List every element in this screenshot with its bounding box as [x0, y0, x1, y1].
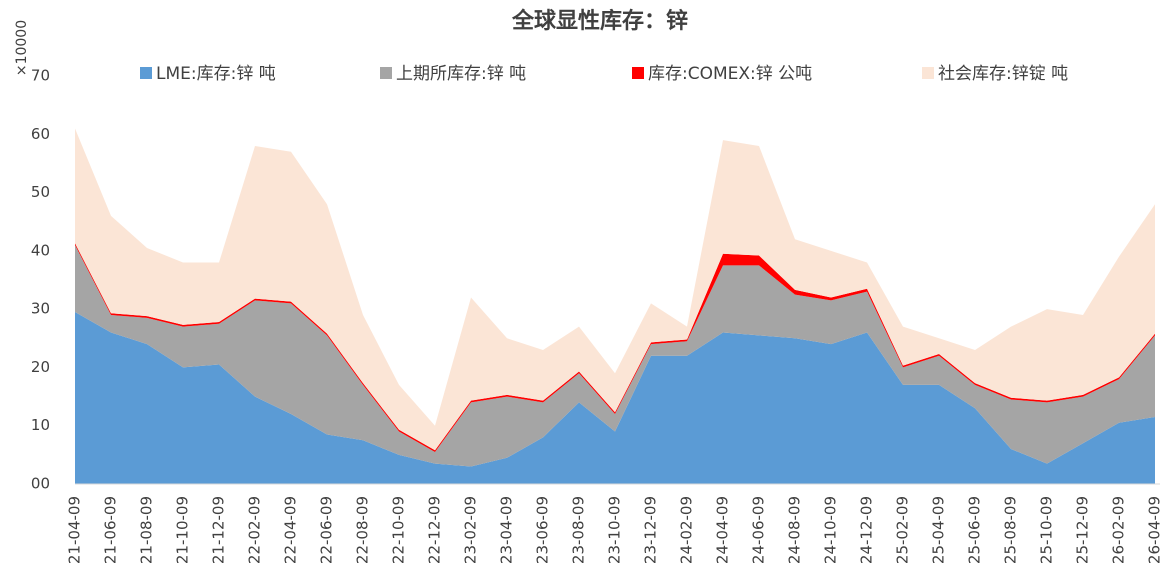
legend-label: LME:库存:锌 吨 [156, 64, 276, 84]
x-tick-label: 21-12-09 [210, 496, 228, 564]
legend-label: 社会库存:锌锭 吨 [938, 64, 1068, 84]
x-tick-label: 22-10-09 [390, 496, 408, 564]
x-tick-label: 24-04-09 [714, 496, 732, 564]
x-tick-label: 26-04-09 [1146, 496, 1162, 564]
x-tick-label: 23-08-09 [570, 496, 588, 564]
x-tick-label: 24-12-09 [858, 496, 876, 564]
y-tick-label: 60 [31, 125, 50, 143]
x-tick-label: 23-10-09 [606, 496, 624, 564]
x-tick-label: 26-02-09 [1110, 496, 1128, 564]
x-tick-label: 21-06-09 [102, 496, 120, 564]
x-tick-label: 25-04-09 [930, 496, 948, 564]
x-tick-label: 25-10-09 [1038, 496, 1056, 564]
x-tick-label: 25-08-09 [1002, 496, 1020, 564]
x-tick-label: 25-06-09 [966, 496, 984, 564]
legend-swatch [380, 67, 392, 79]
x-tick-label: 24-10-09 [822, 496, 840, 564]
area [75, 312, 1155, 484]
area [75, 245, 1155, 467]
x-tick-label: 25-12-09 [1074, 496, 1092, 564]
chart-title: 全球显性库存：锌 [511, 8, 688, 34]
x-tick-label: 23-06-09 [534, 496, 552, 564]
x-tick-label: 25-02-09 [894, 496, 912, 564]
legend-label: 库存:COMEX:锌 公吨 [648, 64, 812, 84]
y-tick-label: 30 [31, 300, 50, 318]
x-tick-label: 22-12-09 [426, 496, 444, 564]
x-tick-label: 22-06-09 [318, 496, 336, 564]
y-tick-label: 00 [31, 475, 50, 493]
y-tick-label: 50 [31, 183, 50, 201]
legend-swatch [922, 67, 934, 79]
y-tick-label: 70 [31, 67, 50, 85]
y-tick-label: 20 [31, 358, 50, 376]
x-tick-label: 21-10-09 [174, 496, 192, 564]
y-unit-label: ×10000 [14, 20, 30, 76]
area [75, 128, 1155, 451]
legend-label: 上期所库存:锌 吨 [396, 64, 526, 84]
y-tick-label: 40 [31, 241, 50, 259]
x-tick-label: 23-04-09 [498, 496, 516, 564]
y-tick-label: 10 [31, 416, 50, 434]
x-tick-label: 21-04-09 [66, 496, 84, 564]
x-tick-label: 22-02-09 [246, 496, 264, 564]
legend-swatch [140, 67, 152, 79]
x-tick-label: 22-04-09 [282, 496, 300, 564]
x-tick-label: 22-08-09 [354, 496, 372, 564]
x-tick-label: 24-08-09 [786, 496, 804, 564]
x-tick-label: 23-12-09 [642, 496, 660, 564]
x-tick-label: 23-02-09 [462, 496, 480, 564]
x-tick-label: 24-06-09 [750, 496, 768, 564]
x-tick-label: 24-02-09 [678, 496, 696, 564]
x-tick-label: 21-08-09 [138, 496, 156, 564]
legend-swatch [632, 67, 644, 79]
